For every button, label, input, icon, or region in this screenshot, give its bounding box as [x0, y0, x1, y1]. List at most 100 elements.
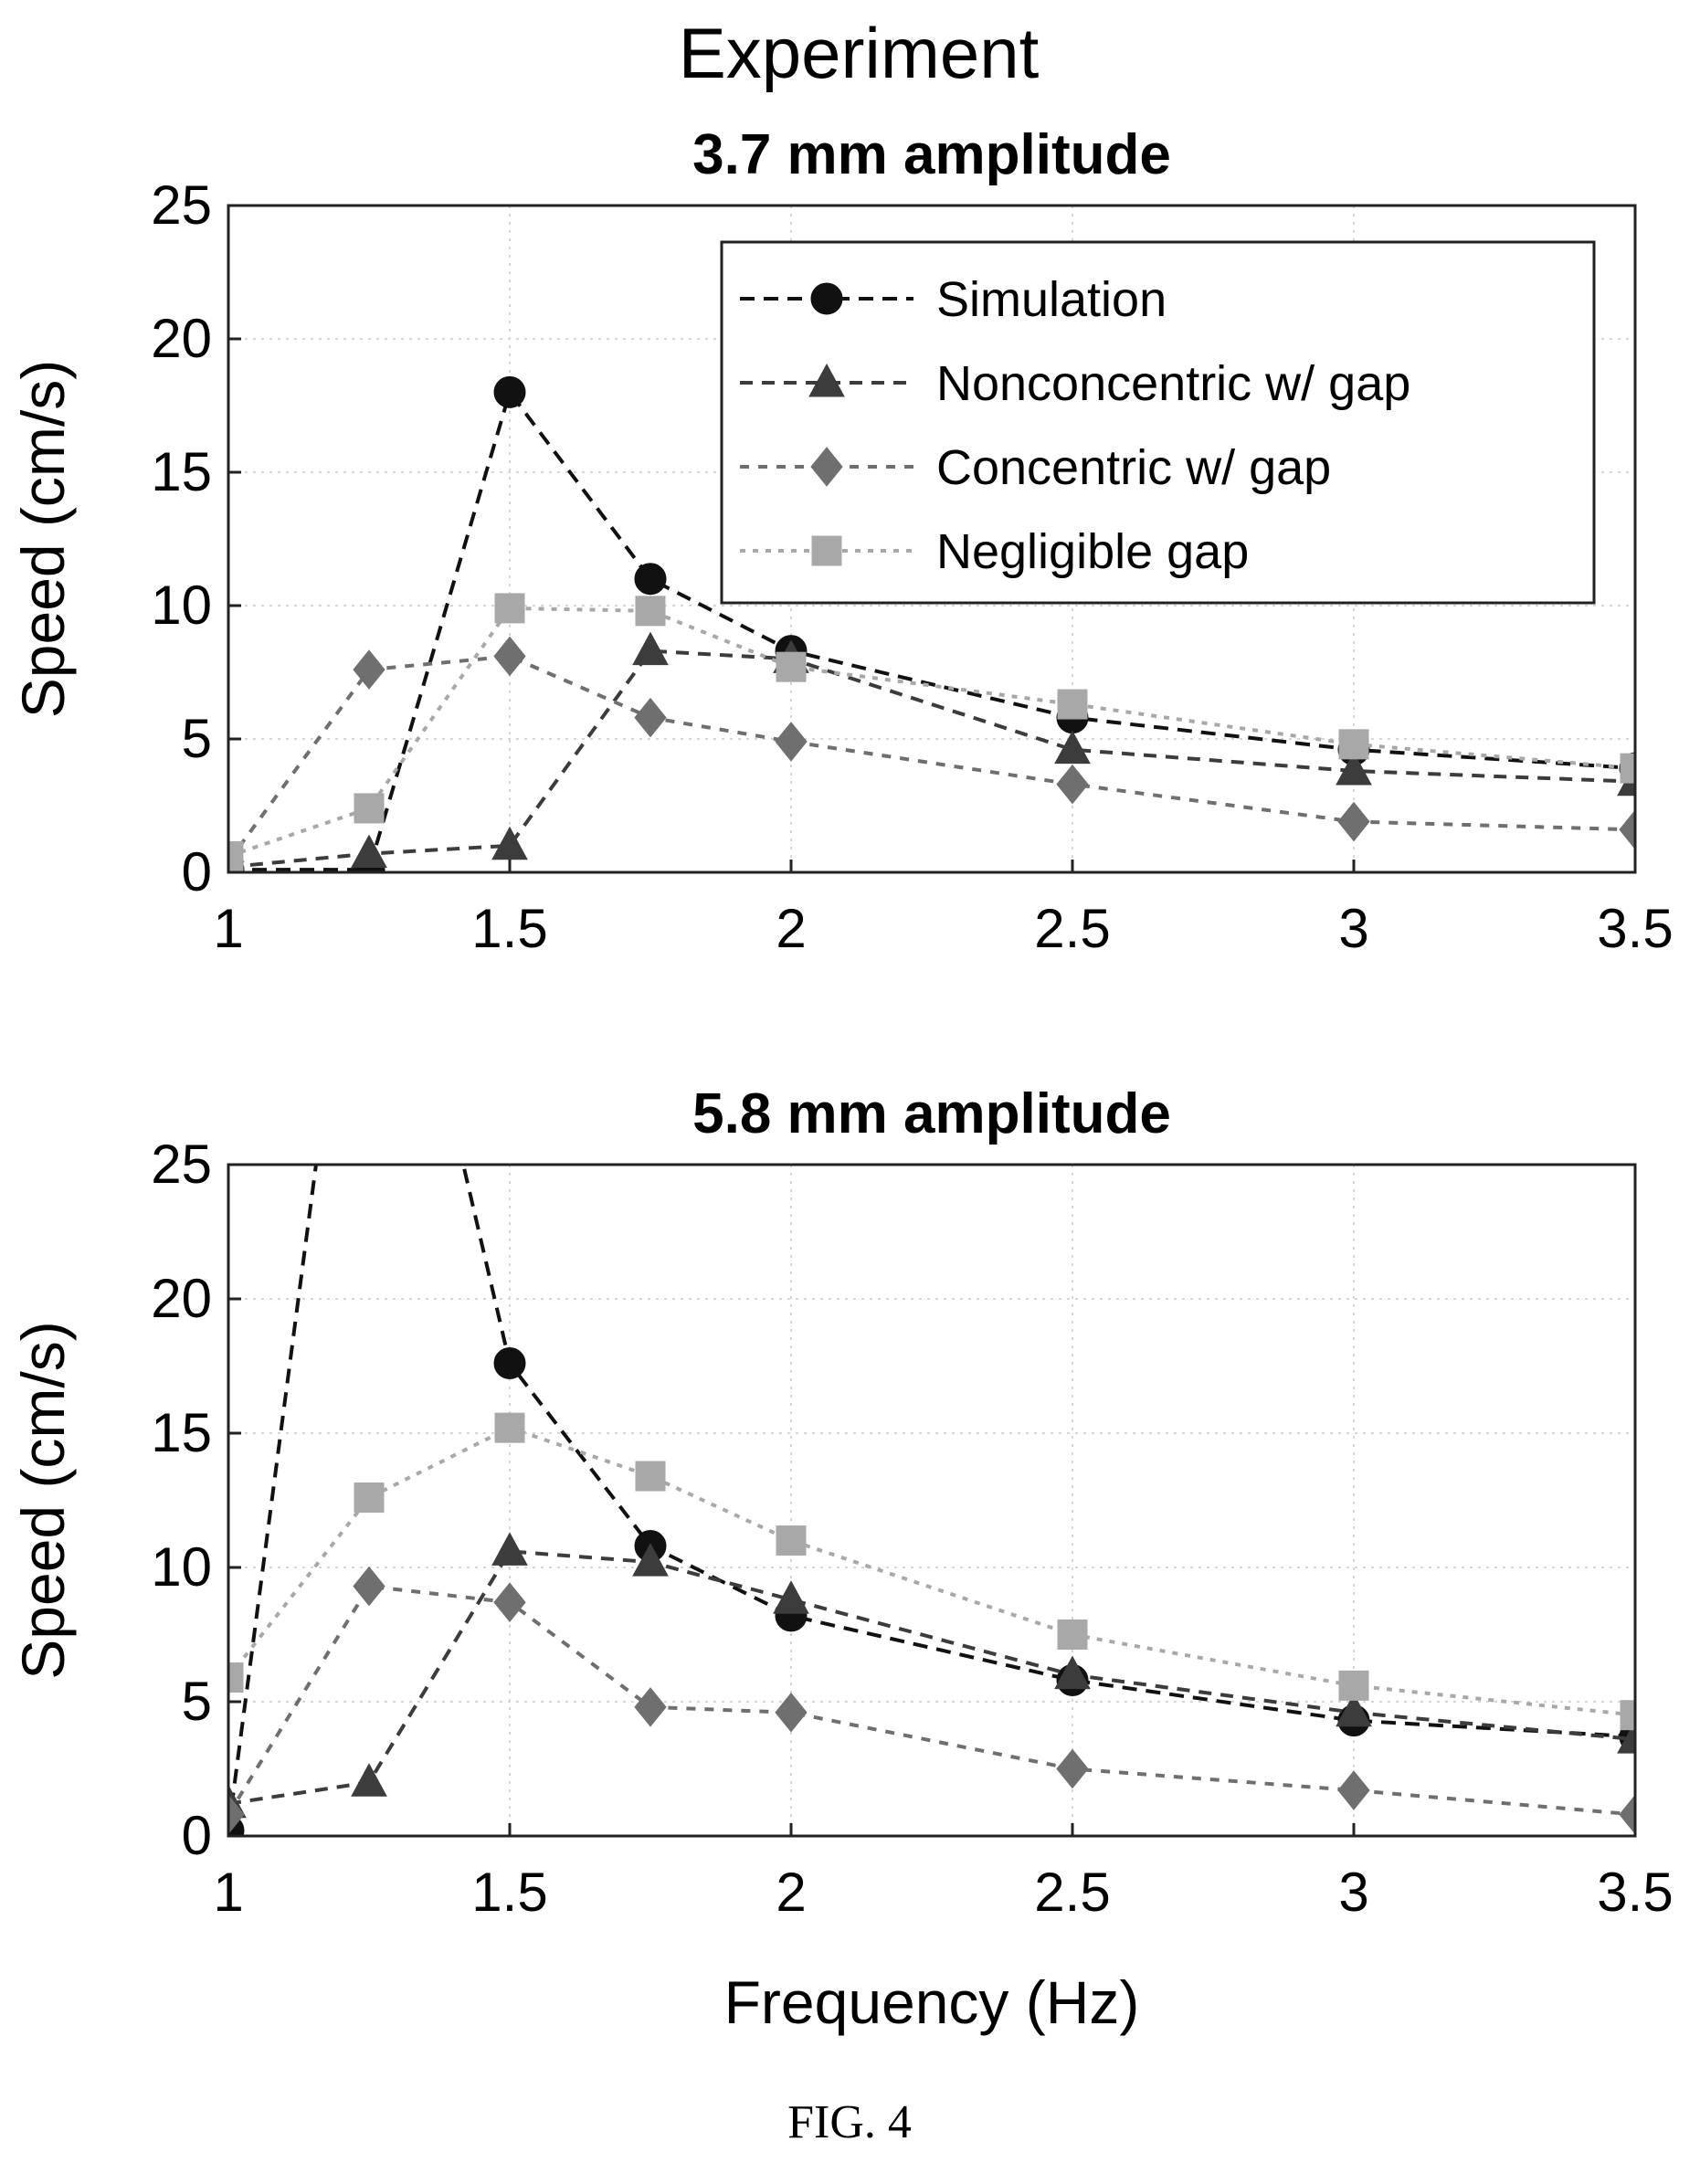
- y-tick-label: 25: [151, 174, 212, 236]
- data-point-negligible-gap-marker: [635, 596, 666, 627]
- data-point-negligible-gap-marker: [776, 651, 807, 682]
- series-negligible-gap: [228, 1412, 1635, 1731]
- x-tick-label: 3.5: [1597, 1862, 1673, 1923]
- data-point-simulation-marker: [493, 1347, 526, 1380]
- y-tick-label: 5: [182, 708, 212, 769]
- y-tick-label: 10: [151, 575, 212, 636]
- panel-5-8mm: 1 1.5 2 2.5 3 3.5 0 5 10 15 20 25 5.8 mm amplitude Sp…: [9, 1082, 1674, 1923]
- y-tick-label: 20: [151, 1268, 212, 1329]
- data-point-negligible-gap-marker: [1338, 729, 1369, 760]
- y-tick-label: 25: [151, 1134, 212, 1195]
- data-point-concentric-w-gap-marker: [1619, 809, 1635, 850]
- data-point-negligible-gap-marker: [494, 593, 525, 624]
- legend-label: Nonconcentric w/ gap: [936, 356, 1410, 411]
- data-point-nonconcentric-w-gap-marker: [1336, 751, 1372, 786]
- legend-entry-nonconcentric-w-gap: Nonconcentric w/ gap: [740, 356, 1410, 411]
- data-point-concentric-w-gap-marker: [775, 722, 808, 762]
- series-concentric-w-gap: [228, 1566, 1635, 1835]
- y-axis-label: Speed (cm/s): [9, 1321, 77, 1679]
- legend-entry-concentric-w-gap: Concentric w/ gap: [740, 440, 1331, 495]
- figure-suptitle: Experiment: [679, 13, 1040, 93]
- legend-entry-simulation: Simulation: [740, 272, 1167, 327]
- data-point-negligible-gap-marker: [1620, 753, 1635, 784]
- y-tick-label: 15: [151, 441, 212, 502]
- panel-3-7mm: 1 1.5 2 2.5 3 3.5 0 5 10 15 20 25 3.7 mm amplitude Sp…: [9, 123, 1674, 959]
- plot-area: [228, 1165, 1635, 1836]
- data-point-concentric-w-gap-marker: [353, 1566, 385, 1607]
- data-point-concentric-w-gap-marker: [1337, 801, 1370, 842]
- y-tick-label: 5: [182, 1671, 212, 1732]
- data-point-nonconcentric-w-gap-marker: [351, 1763, 387, 1797]
- data-point-negligible-gap-marker: [635, 1461, 666, 1492]
- data-point-nonconcentric-w-gap-marker: [491, 1532, 528, 1566]
- x-tick-label: 2.5: [1034, 898, 1110, 959]
- y-axis-label: Speed (cm/s): [9, 360, 77, 718]
- series-line-simulation: [228, 388, 1635, 872]
- legend-marker: [810, 282, 843, 315]
- data-point-nonconcentric-w-gap-marker: [491, 826, 528, 860]
- x-tick-label: 2: [776, 898, 806, 959]
- data-point-nonconcentric-w-gap-marker: [632, 1543, 669, 1577]
- x-tick-label: 1: [213, 898, 243, 959]
- data-point-simulation-marker: [634, 563, 667, 596]
- data-point-nonconcentric-w-gap-marker: [351, 834, 387, 869]
- data-point-concentric-w-gap-marker: [1619, 1794, 1635, 1835]
- legend: Simulation Nonconcentric w/ gap Concentric…: [720, 240, 1596, 605]
- legend-marker: [808, 363, 845, 397]
- series-line-nonconcentric-w-gap: [228, 1549, 1635, 1806]
- series-line-negligible-gap: [228, 606, 1635, 859]
- data-point-negligible-gap-marker: [354, 1482, 385, 1514]
- data-point-concentric-w-gap-marker: [228, 1794, 245, 1835]
- series-concentric-w-gap: [228, 636, 1635, 872]
- data-point-simulation-marker: [493, 375, 526, 408]
- series-negligible-gap: [228, 593, 1635, 871]
- x-tick-label: 2.5: [1034, 1862, 1110, 1923]
- data-point-negligible-gap-marker: [1338, 1670, 1369, 1701]
- y-tick-label: 15: [151, 1402, 212, 1463]
- data-point-concentric-w-gap-marker: [775, 1692, 808, 1733]
- data-point-concentric-w-gap-marker: [1056, 1748, 1089, 1789]
- data-point-concentric-w-gap-marker: [1056, 764, 1089, 805]
- data-point-nonconcentric-w-gap-marker: [632, 631, 669, 666]
- data-point-concentric-w-gap-marker: [634, 697, 667, 738]
- data-point-negligible-gap-marker: [228, 840, 244, 871]
- data-point-nonconcentric-w-gap-marker: [1054, 1655, 1091, 1690]
- y-tick-label: 0: [182, 1805, 212, 1866]
- axes-frame: [227, 204, 1637, 874]
- legend-marker: [810, 447, 843, 487]
- data-point-negligible-gap-marker: [1620, 1700, 1635, 1731]
- data-point-concentric-w-gap-marker: [1337, 1770, 1370, 1810]
- legend-label: Concentric w/ gap: [936, 440, 1331, 495]
- legend-label: Simulation: [936, 272, 1167, 327]
- legend-label: Negligible gap: [936, 524, 1249, 579]
- data-point-concentric-w-gap-marker: [634, 1687, 667, 1727]
- panel-title: 5.8 mm amplitude: [692, 1082, 1171, 1145]
- x-axis-label: Frequency (Hz): [724, 1968, 1140, 2036]
- x-tick-label: 1.5: [471, 1862, 547, 1923]
- series-nonconcentric-w-gap: [228, 631, 1635, 872]
- series-line-nonconcentric-w-gap: [228, 649, 1635, 870]
- axes-frame: [227, 1163, 1637, 1838]
- legend-box: [720, 240, 1596, 605]
- y-tick-label: 0: [182, 841, 212, 902]
- data-point-negligible-gap-marker: [228, 1662, 244, 1693]
- panel-title: 3.7 mm amplitude: [692, 123, 1171, 186]
- data-point-concentric-w-gap-marker: [493, 1582, 526, 1623]
- data-point-nonconcentric-w-gap-marker: [1336, 1693, 1372, 1727]
- legend-marker: [811, 535, 842, 566]
- series-line-concentric-w-gap: [228, 654, 1635, 863]
- data-point-nonconcentric-w-gap-marker: [773, 1580, 809, 1614]
- data-point-negligible-gap-marker: [494, 1412, 525, 1443]
- data-point-nonconcentric-w-gap-marker: [1054, 730, 1091, 765]
- data-point-concentric-w-gap-marker: [353, 649, 385, 690]
- data-point-negligible-gap-marker: [1057, 1620, 1088, 1650]
- legend-entry-negligible-gap: Negligible gap: [740, 524, 1249, 579]
- data-point-negligible-gap-marker: [776, 1525, 807, 1556]
- x-tick-label: 2: [776, 1862, 806, 1923]
- data-point-negligible-gap-marker: [354, 793, 385, 824]
- data-point-negligible-gap-marker: [1057, 689, 1088, 720]
- x-tick-label: 3: [1338, 898, 1368, 959]
- series-line-concentric-w-gap: [228, 1584, 1635, 1817]
- x-tick-label: 1.5: [471, 898, 547, 959]
